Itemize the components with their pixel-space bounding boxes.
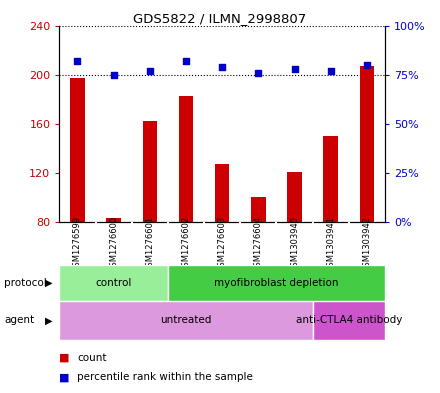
- Text: agent: agent: [4, 315, 34, 325]
- Bar: [313, 301, 385, 340]
- Bar: [143, 121, 157, 222]
- Bar: [287, 172, 302, 222]
- Text: protocol: protocol: [4, 278, 47, 288]
- Point: [183, 58, 190, 64]
- Text: untreated: untreated: [160, 315, 212, 325]
- Bar: [359, 66, 374, 222]
- Point: [110, 72, 117, 78]
- Text: GSM1276600: GSM1276600: [109, 216, 118, 272]
- Text: GSM1303941: GSM1303941: [326, 216, 335, 272]
- Text: count: count: [77, 353, 106, 363]
- Point: [255, 70, 262, 76]
- Text: GSM1303940: GSM1303940: [290, 216, 299, 272]
- Text: GSM1276599: GSM1276599: [73, 216, 82, 272]
- Text: ▶: ▶: [44, 278, 52, 288]
- Point: [74, 58, 81, 64]
- Bar: [168, 265, 385, 301]
- Text: GSM1276601: GSM1276601: [145, 216, 154, 272]
- Point: [147, 68, 154, 74]
- Bar: [59, 265, 168, 301]
- Text: GDS5822 / ILMN_2998807: GDS5822 / ILMN_2998807: [133, 12, 307, 25]
- Text: GSM1276604: GSM1276604: [254, 216, 263, 272]
- Point: [219, 64, 226, 70]
- Bar: [106, 219, 121, 222]
- Bar: [215, 164, 229, 222]
- Bar: [70, 78, 85, 222]
- Point: [291, 66, 298, 72]
- Bar: [251, 197, 266, 222]
- Bar: [323, 136, 338, 222]
- Text: myofibroblast depletion: myofibroblast depletion: [214, 278, 339, 288]
- Text: ■: ■: [59, 353, 70, 363]
- Bar: [179, 95, 193, 222]
- Text: ■: ■: [59, 372, 70, 382]
- Text: GSM1276602: GSM1276602: [182, 216, 191, 272]
- Point: [363, 62, 370, 68]
- Text: GSM1276603: GSM1276603: [218, 215, 227, 272]
- Text: ▶: ▶: [44, 315, 52, 325]
- Point: [327, 68, 334, 74]
- Text: percentile rank within the sample: percentile rank within the sample: [77, 372, 253, 382]
- Text: anti-CTLA4 antibody: anti-CTLA4 antibody: [296, 315, 402, 325]
- Bar: [59, 301, 313, 340]
- Text: control: control: [95, 278, 132, 288]
- Text: GSM1303942: GSM1303942: [363, 216, 371, 272]
